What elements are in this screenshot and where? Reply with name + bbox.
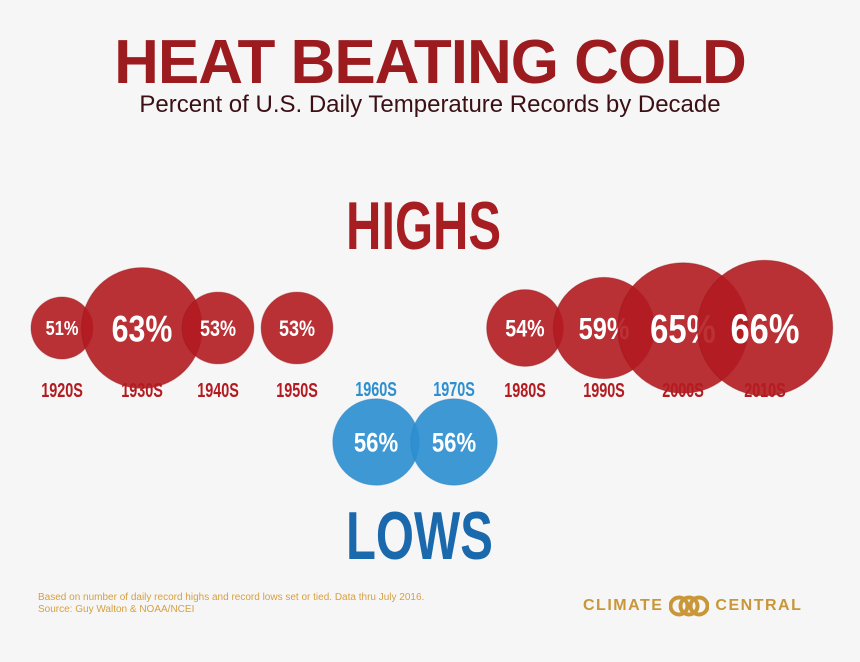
chart-subtitle: Percent of U.S. Daily Temperature Record… [139, 91, 721, 118]
low-decade-label-1970s: 1970S [433, 378, 475, 401]
high-value-label-1940s: 53% [200, 317, 236, 341]
brand-word-climate: CLIMATE [583, 597, 664, 614]
climate-central-logo: CLIMATE CENTRAL [583, 594, 802, 618]
high-decade-label-2000s: 2000S [662, 379, 704, 402]
high-value-label-1950s: 53% [279, 317, 315, 341]
high-bubble-1950s [260, 291, 334, 365]
high-decade-label-1930s: 1930S [121, 379, 163, 402]
high-decade-label-1940s: 1940S [197, 379, 239, 402]
high-value-label-1980s: 54% [505, 315, 544, 342]
high-bubble-1940s [181, 291, 255, 365]
climate-central-rings-icon [669, 595, 710, 617]
high-value-label-2010s: 66% [731, 306, 800, 353]
low-value-label-1970s: 56% [432, 429, 476, 459]
brand-word-central: CENTRAL [715, 597, 803, 614]
high-decade-label-1990s: 1990S [583, 379, 625, 402]
highs-label: HIGHS [346, 188, 502, 264]
high-value-label-1930s: 63% [112, 309, 173, 351]
high-decade-label-2010s: 2010S [744, 379, 786, 402]
footnote: Based on number of daily record highs an… [38, 592, 424, 616]
low-bubble-1970s [410, 398, 498, 486]
low-value-label-1960s: 56% [354, 429, 398, 459]
high-decade-label-1950s: 1950S [276, 379, 318, 402]
footnote-method: Based on number of daily record highs an… [38, 592, 425, 603]
low-decade-label-1960s: 1960S [355, 378, 397, 401]
high-value-label-1920s: 51% [46, 317, 79, 340]
high-decade-label-1920s: 1920S [41, 379, 83, 402]
high-bubble-2010s [696, 259, 834, 397]
lows-label: LOWS [346, 498, 493, 574]
high-decade-label-1980s: 1980S [504, 379, 546, 402]
footnote-source: Source: Guy Walton & NOAA/NCEI [38, 604, 195, 615]
chart-title: HEAT BEATING COLD [114, 28, 747, 97]
